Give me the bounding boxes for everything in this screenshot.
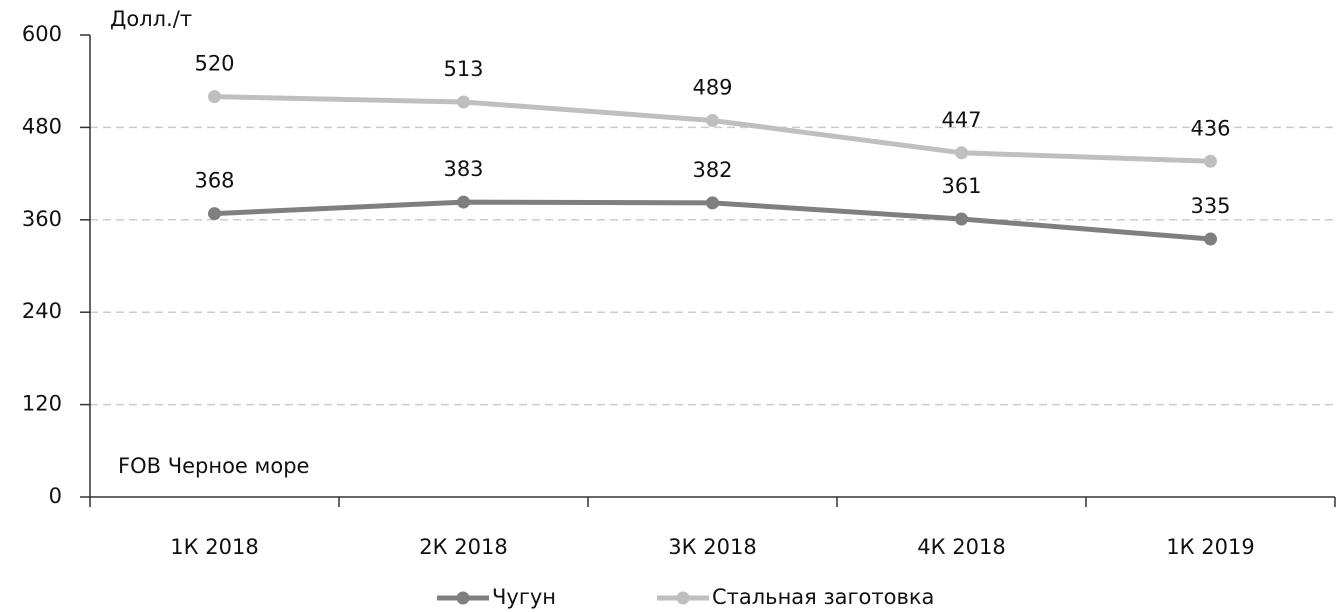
x-tick-label: 1К 2018 — [170, 535, 258, 559]
y-tick-label: 480 — [22, 114, 62, 138]
annotation: FOB Черное море — [118, 454, 309, 478]
point — [1204, 232, 1217, 246]
series-line — [214, 94, 1211, 164]
y-tick-label: 240 — [22, 299, 62, 323]
unit-label: Долл./т — [110, 7, 192, 31]
data-label: 382 — [692, 158, 732, 182]
data-label: 489 — [692, 75, 732, 99]
data-label: 520 — [194, 52, 234, 76]
point — [457, 195, 470, 209]
data-label: 447 — [941, 108, 981, 132]
x-tick-label: 4К 2018 — [917, 535, 1005, 559]
point — [208, 207, 221, 221]
legend-marker — [456, 591, 470, 605]
y-tick-label: 0 — [49, 484, 62, 508]
x-tick-label: 1К 2019 — [1166, 535, 1254, 559]
point — [208, 90, 221, 104]
x-tick-label: 2К 2018 — [419, 535, 507, 559]
x-tick-label: 3К 2018 — [668, 535, 756, 559]
data-label: 368 — [194, 169, 234, 193]
data-label: 513 — [443, 57, 483, 81]
data-label: 335 — [1190, 194, 1230, 218]
point — [955, 146, 968, 160]
point — [706, 113, 719, 127]
data-label: 383 — [443, 157, 483, 181]
legend-marker — [676, 591, 690, 605]
data-label: 361 — [941, 174, 981, 198]
point — [955, 212, 968, 226]
y-tick-label: 120 — [22, 392, 62, 416]
legend-label: Стальная заготовка — [712, 585, 934, 609]
y-tick-label: 600 — [22, 22, 62, 46]
y-tick-label: 360 — [22, 207, 62, 231]
point — [706, 196, 719, 210]
legend-label: Чугун — [492, 585, 556, 609]
point — [457, 95, 470, 109]
data-label: 436 — [1190, 116, 1230, 140]
point — [1204, 154, 1217, 168]
